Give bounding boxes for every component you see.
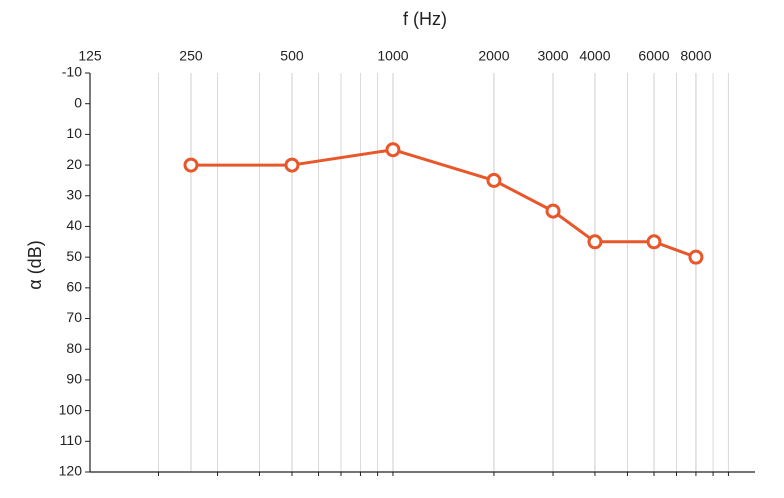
data-point: [688, 249, 704, 265]
x-tick-label: 2000: [478, 48, 509, 64]
x-tick-label: 8000: [680, 48, 711, 64]
data-point: [646, 234, 662, 250]
y-tick-label: 120: [59, 463, 83, 479]
data-point: [183, 157, 199, 173]
y-tick-label: 100: [59, 401, 83, 417]
data-line: [190, 148, 697, 259]
y-tick-label: -10: [62, 64, 82, 80]
data-point: [284, 157, 300, 173]
x-tick-label: 6000: [638, 48, 669, 64]
y-tick-label: 40: [66, 217, 82, 233]
data-point: [486, 172, 502, 188]
y-tick-label: 110: [60, 432, 83, 448]
y-tick-label: 90: [66, 371, 82, 387]
y-tick-label: 60: [66, 279, 82, 295]
x-tick-label: 500: [280, 48, 304, 64]
x-tick-label: 4000: [579, 48, 610, 64]
y-tick-label: 30: [66, 186, 82, 202]
y-tick-label: 70: [66, 309, 82, 325]
x-tick-label: 125: [78, 48, 102, 64]
y-tick-label: 0: [74, 94, 82, 110]
y-tick-label: 10: [66, 125, 82, 141]
y-tick-label: 50: [66, 248, 82, 264]
data-point: [545, 203, 561, 219]
x-tick-label: 1000: [377, 48, 408, 64]
y-tick-label: 80: [66, 340, 82, 356]
x-tick-label: 3000: [537, 48, 568, 64]
y-tick-label: 20: [66, 156, 82, 172]
x-tick-label: 250: [179, 48, 203, 64]
y-axis-title: α (dB): [25, 240, 45, 289]
data-point: [385, 142, 401, 158]
data-point: [587, 234, 603, 250]
x-axis-title: f (Hz): [403, 9, 447, 29]
